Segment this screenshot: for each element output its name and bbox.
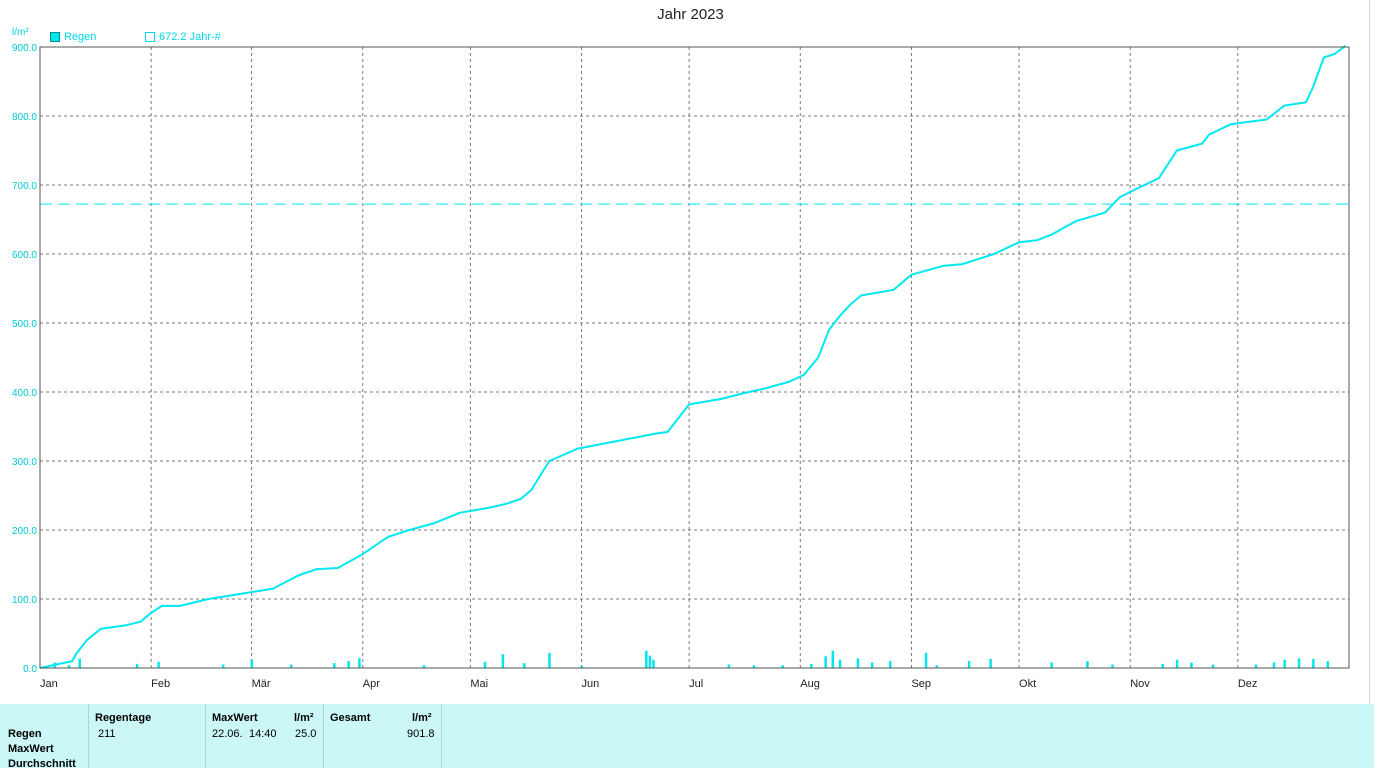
daily-rain-bar [838, 659, 842, 668]
daily-rain-bar [548, 652, 551, 668]
daily-rain-bar [1175, 659, 1179, 668]
daily-rain-bar [501, 654, 505, 668]
month-label: Jun [582, 678, 600, 690]
daily-rain-bar [967, 661, 971, 668]
value-regentage: 211 [98, 728, 116, 740]
daily-rain-bar [648, 655, 652, 668]
header-unit-2: l/m² [412, 712, 432, 724]
header-regentage: Regentage [95, 712, 152, 724]
daily-rain-bar [1111, 664, 1114, 668]
grid-lines [40, 47, 1349, 668]
row-label-regen: Regen [8, 728, 42, 740]
daily-rain-bar [250, 659, 254, 668]
daily-rain-bar [1283, 659, 1286, 668]
month-label: Dez [1238, 678, 1258, 690]
daily-rain-bar [935, 665, 939, 668]
daily-rain-bar [888, 661, 892, 668]
legend-item-regen: Regen [50, 31, 96, 43]
legend-label-regen: Regen [64, 31, 97, 43]
daily-rain-bar [483, 661, 487, 668]
rain-chart: 0.0 100.0 200.0 300.0 400.0 500.0 600.0 700.0 80… [12, 43, 1350, 690]
daily-rain-bar [1211, 664, 1215, 668]
daily-rain-bar [1086, 661, 1089, 668]
y-tick-label: 400.0 [12, 388, 37, 399]
month-label: Feb [151, 678, 170, 690]
daily-rain-bar [290, 664, 293, 668]
daily-rain-bar [1326, 661, 1329, 668]
month-label: Nov [1130, 678, 1150, 690]
header-unit-1: l/m² [294, 712, 314, 724]
plot-frame [39, 46, 1350, 669]
daily-rain-bar [1050, 662, 1053, 668]
daily-rain-bar [1254, 664, 1258, 668]
legend-swatch-filled-icon [50, 32, 60, 42]
daily-rain-bar [78, 658, 81, 668]
value-max-time: 14:40 [249, 728, 277, 740]
y-tick-label: 200.0 [12, 526, 37, 537]
y-tick-label: 800.0 [12, 112, 37, 123]
daily-rain-bar [781, 665, 784, 668]
y-tick-label: 500.0 [12, 319, 37, 330]
daily-rain-bar [422, 665, 426, 668]
daily-rain-bar [67, 665, 71, 668]
daily-rain-bar [135, 663, 139, 668]
daily-rain-bar [810, 663, 813, 668]
y-tick-label: 900.0 [12, 43, 37, 54]
y-tick-label: 0.0 [23, 664, 37, 675]
month-label: Jan [40, 678, 58, 690]
chart-title: Jahr 2023 [657, 6, 724, 23]
month-label: Okt [1019, 678, 1036, 690]
daily-rain-bar [989, 659, 992, 668]
y-tick-label: 100.0 [12, 595, 37, 606]
daily-rain-bar [824, 656, 827, 668]
daily-rain-bar [871, 662, 874, 668]
legend-swatch-empty-icon [145, 32, 155, 42]
month-label: Aug [800, 678, 820, 690]
y-tick-label: 700.0 [12, 181, 37, 192]
month-label: Jul [689, 678, 703, 690]
daily-rain-bar [1272, 662, 1276, 668]
daily-rain-bar [727, 664, 731, 668]
daily-rain-bar [333, 663, 336, 668]
right-scrollbar[interactable] [1369, 0, 1381, 704]
daily-rain-bar [523, 663, 526, 668]
legend-label-average: 672.2 Jahr-# [159, 31, 221, 43]
daily-rain-bar [645, 650, 648, 668]
row-label-durchschnitt: Durchschnitt [8, 758, 76, 770]
legend-item-average: 672.2 Jahr-# [145, 31, 221, 43]
month-label: Sep [911, 678, 931, 690]
daily-rain-bar [157, 661, 160, 668]
row-label-maxwert: MaxWert [8, 743, 54, 755]
summary-panel: Regen MaxWert Durchschnitt Regentage 211… [0, 704, 1374, 770]
month-label: Mai [470, 678, 488, 690]
daily-rain-bar [856, 658, 860, 668]
header-gesamt: Gesamt [330, 712, 371, 724]
daily-rain-bar [221, 664, 225, 668]
header-maxwert: MaxWert [212, 712, 258, 724]
daily-rain-bar [347, 661, 350, 668]
y-tick-label: 600.0 [12, 250, 37, 261]
month-label: Apr [363, 678, 380, 690]
daily-rain-bar [831, 650, 835, 668]
value-max-date: 22.06. [212, 728, 243, 740]
value-max-value: 25.0 [295, 728, 317, 740]
value-gesamt: 901.8 [407, 728, 435, 740]
month-label: Mär [252, 678, 271, 690]
daily-rain-bar [1190, 662, 1193, 668]
daily-rain-bar [1161, 663, 1165, 668]
daily-rain-bar [1297, 658, 1301, 668]
daily-rain-bar [1312, 659, 1315, 668]
cumulative-rain-line [39, 45, 1347, 669]
y-axis-unit: l/m² [12, 27, 29, 38]
y-tick-labels: 0.0 100.0 200.0 300.0 400.0 500.0 600.0 700.0 80… [12, 43, 37, 675]
daily-rain-bar [580, 665, 584, 668]
daily-rain-bar [752, 665, 756, 668]
daily-rain-bar [924, 652, 928, 668]
x-tick-labels: Jan Feb Mär Apr Mai Jun Jul Aug Sep Okt Nov Dez [40, 678, 1257, 690]
y-tick-label: 300.0 [12, 457, 37, 468]
daily-rain-bar [358, 658, 361, 668]
daily-rain-bars [53, 650, 1329, 668]
daily-rain-bar [652, 659, 655, 668]
